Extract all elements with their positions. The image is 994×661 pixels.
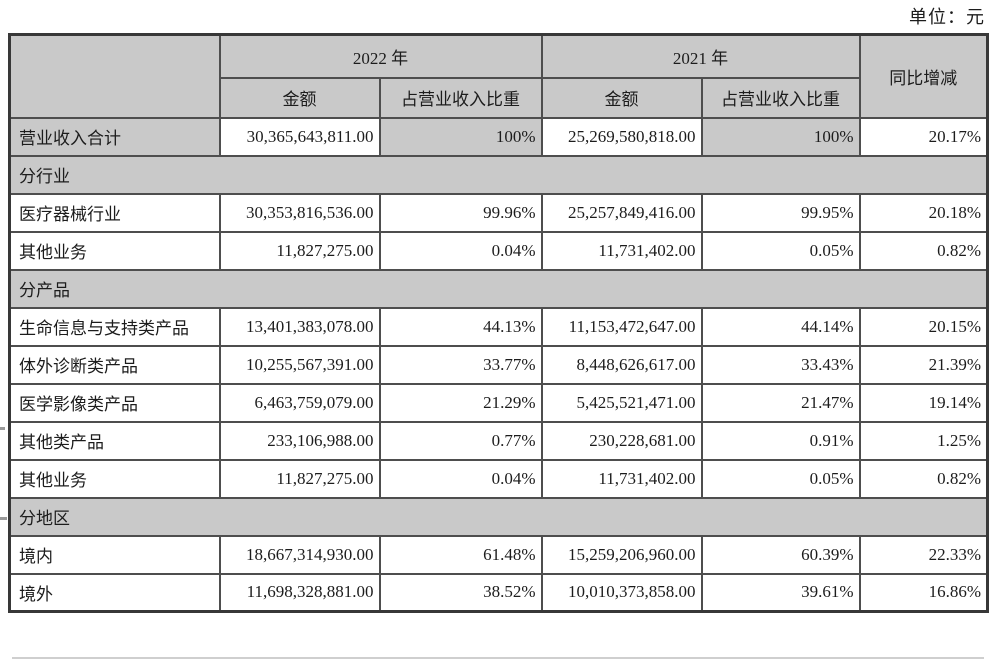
- header-amount-2022: 金额: [218, 76, 381, 119]
- amount-2022: 13,401,383,078.00: [218, 306, 381, 347]
- share-2022: 44.13%: [378, 306, 543, 347]
- table-row: 境外 11,698,328,881.00 38.52% 10,010,373,8…: [8, 572, 989, 613]
- amount-2021: 15,259,206,960.00: [540, 534, 703, 575]
- scan-artifact-tick: [0, 427, 5, 430]
- header-row-years: 2022 年 2021 年 同比增减: [8, 33, 989, 119]
- amount-2022: 10,255,567,391.00: [218, 344, 381, 385]
- yoy-change: 21.39%: [858, 344, 989, 385]
- share-2021: 21.47%: [700, 382, 861, 423]
- row-label: 营业收入合计: [8, 116, 221, 157]
- amount-2022: 11,698,328,881.00: [218, 572, 381, 613]
- header-share-2021: 占营业收入比重: [700, 76, 861, 119]
- row-label: 生命信息与支持类产品: [8, 306, 221, 347]
- yoy-change: 0.82%: [858, 458, 989, 499]
- scan-artifact-tick: [0, 517, 7, 520]
- share-2022: 0.04%: [378, 458, 543, 499]
- scan-artifact-bottom-line: [12, 657, 984, 659]
- table-row: 生命信息与支持类产品 13,401,383,078.00 44.13% 11,1…: [8, 306, 989, 347]
- share-2022: 21.29%: [378, 382, 543, 423]
- row-label: 医疗器械行业: [8, 192, 221, 233]
- amount-2021: 25,257,849,416.00: [540, 192, 703, 233]
- table-row: 医学影像类产品 6,463,759,079.00 21.29% 5,425,52…: [8, 382, 989, 423]
- row-label: 体外诊断类产品: [8, 344, 221, 385]
- share-2022: 0.04%: [378, 230, 543, 271]
- share-2021: 0.05%: [700, 230, 861, 271]
- header-corner-cell: [8, 33, 221, 119]
- unit-label: 单位：元: [909, 7, 985, 27]
- share-2021: 60.39%: [700, 534, 861, 575]
- share-2021: 44.14%: [700, 306, 861, 347]
- row-label: 其他业务: [8, 230, 221, 271]
- amount-2021: 10,010,373,858.00: [540, 572, 703, 613]
- amount-2022: 11,827,275.00: [218, 458, 381, 499]
- header-year-2021: 2021 年: [540, 33, 861, 79]
- amount-2022: 30,365,643,811.00: [218, 116, 381, 157]
- amount-2021: 8,448,626,617.00: [540, 344, 703, 385]
- section-label: 分产品: [8, 268, 989, 309]
- header-share-2022: 占营业收入比重: [378, 76, 543, 119]
- section-row-product: 分产品: [8, 268, 989, 309]
- yoy-change: 20.15%: [858, 306, 989, 347]
- yoy-change: 0.82%: [858, 230, 989, 271]
- row-label: 境外: [8, 572, 221, 613]
- amount-2022: 6,463,759,079.00: [218, 382, 381, 423]
- share-2022: 99.96%: [378, 192, 543, 233]
- yoy-change: 1.25%: [858, 420, 989, 461]
- row-label: 医学影像类产品: [8, 382, 221, 423]
- row-label: 境内: [8, 534, 221, 575]
- amount-2021: 25,269,580,818.00: [540, 116, 703, 157]
- table-row-total: 营业收入合计 30,365,643,811.00 100% 25,269,580…: [8, 116, 989, 157]
- share-2021: 99.95%: [700, 192, 861, 233]
- table-row: 其他业务 11,827,275.00 0.04% 11,731,402.00 0…: [8, 230, 989, 271]
- amount-2021: 230,228,681.00: [540, 420, 703, 461]
- share-2021: 0.05%: [700, 458, 861, 499]
- amount-2022: 18,667,314,930.00: [218, 534, 381, 575]
- section-row-region: 分地区: [8, 496, 989, 537]
- table-row: 医疗器械行业 30,353,816,536.00 99.96% 25,257,8…: [8, 192, 989, 233]
- share-2022: 33.77%: [378, 344, 543, 385]
- amount-2021: 11,731,402.00: [540, 230, 703, 271]
- revenue-breakdown-table: 2022 年 2021 年 同比增减 金额 占营业收入比重 金额 占营业收入比重…: [8, 33, 989, 613]
- row-label: 其他类产品: [8, 420, 221, 461]
- amount-2021: 5,425,521,471.00: [540, 382, 703, 423]
- share-2021: 100%: [700, 116, 861, 157]
- yoy-change: 16.86%: [858, 572, 989, 613]
- amount-2022: 11,827,275.00: [218, 230, 381, 271]
- yoy-change: 19.14%: [858, 382, 989, 423]
- share-2022: 0.77%: [378, 420, 543, 461]
- share-2021: 0.91%: [700, 420, 861, 461]
- header-yoy: 同比增减: [858, 33, 989, 119]
- table-row: 其他业务 11,827,275.00 0.04% 11,731,402.00 0…: [8, 458, 989, 499]
- section-row-industry: 分行业: [8, 154, 989, 195]
- share-2022: 100%: [378, 116, 543, 157]
- section-label: 分行业: [8, 154, 989, 195]
- row-label: 其他业务: [8, 458, 221, 499]
- header-year-2022: 2022 年: [218, 33, 543, 79]
- header-amount-2021: 金额: [540, 76, 703, 119]
- header-row-subcolumns: 金额 占营业收入比重 金额 占营业收入比重: [10, 76, 988, 119]
- amount-2022: 233,106,988.00: [218, 420, 381, 461]
- share-2022: 61.48%: [378, 534, 543, 575]
- yoy-change: 20.17%: [858, 116, 989, 157]
- amount-2022: 30,353,816,536.00: [218, 192, 381, 233]
- share-2021: 33.43%: [700, 344, 861, 385]
- table-row: 体外诊断类产品 10,255,567,391.00 33.77% 8,448,6…: [8, 344, 989, 385]
- amount-2021: 11,153,472,647.00: [540, 306, 703, 347]
- share-2022: 38.52%: [378, 572, 543, 613]
- section-label: 分地区: [8, 496, 989, 537]
- share-2021: 39.61%: [700, 572, 861, 613]
- table-row: 其他类产品 233,106,988.00 0.77% 230,228,681.0…: [8, 420, 989, 461]
- yoy-change: 22.33%: [858, 534, 989, 575]
- yoy-change: 20.18%: [858, 192, 989, 233]
- amount-2021: 11,731,402.00: [540, 458, 703, 499]
- table-row: 境内 18,667,314,930.00 61.48% 15,259,206,9…: [8, 534, 989, 575]
